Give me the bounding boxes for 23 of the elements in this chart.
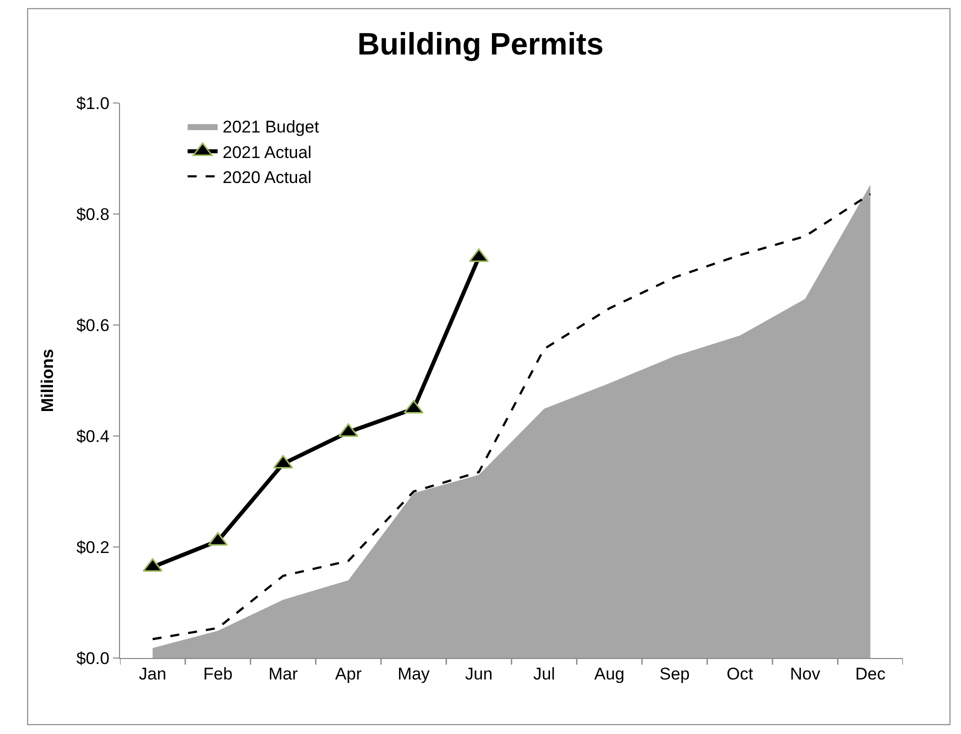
y-tick-label: $0.4 xyxy=(76,426,110,446)
y-tick-label: $1.0 xyxy=(76,94,110,113)
x-tick-label: Jul xyxy=(533,664,555,684)
y-axis-title: Millions xyxy=(38,348,57,412)
x-tick-label: Feb xyxy=(203,664,233,684)
x-tick-label: Aug xyxy=(594,664,625,684)
x-tick-label: Nov xyxy=(790,664,821,684)
y-tick-label: $0.8 xyxy=(76,204,110,224)
x-tick-label: Jun xyxy=(465,664,493,684)
y-tick-label: $0.2 xyxy=(76,538,110,557)
x-tick-label: Jan xyxy=(138,664,166,684)
legend-label: 2021 Actual xyxy=(222,142,312,162)
x-tick-label: Sep xyxy=(660,664,690,684)
x-tick-label: May xyxy=(398,664,430,684)
x-tick-label: Oct xyxy=(726,664,754,684)
x-tick-label: Mar xyxy=(268,664,298,684)
legend-label: 2021 Budget xyxy=(222,118,320,137)
y-tick-label: $0.6 xyxy=(76,316,110,335)
y-tick-label: $0.0 xyxy=(76,648,110,668)
chart-title: Building Permits xyxy=(357,26,604,62)
x-tick-label: Dec xyxy=(855,664,886,684)
legend-label: 2020 Actual xyxy=(222,168,312,187)
x-tick-label: Apr xyxy=(335,664,362,684)
